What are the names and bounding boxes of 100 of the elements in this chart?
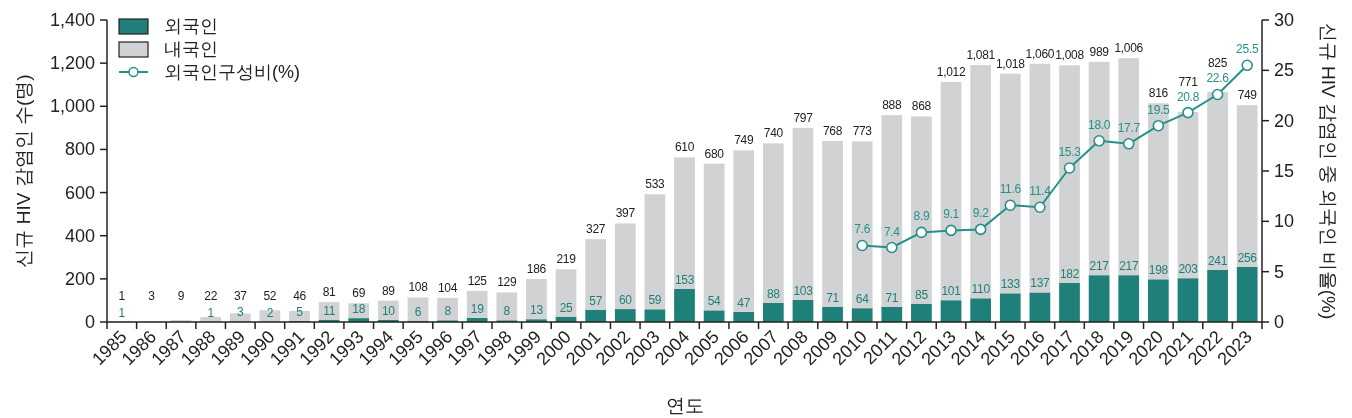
data-label: 816 [1148,86,1169,101]
data-label: 81 [322,285,337,300]
y-tick-label: 600 [64,182,95,203]
y2-tick-label: 30 [1274,10,1295,30]
data-label: 133 [1000,277,1021,292]
data-label: 57 [589,293,603,308]
legend-label: 내국인 [164,39,218,59]
data-label: 110 [971,282,991,297]
data-label: 740 [763,126,784,141]
data-label: 868 [911,99,932,114]
y2-tick-label: 20 [1274,110,1295,131]
y2-tick-label: 0 [1274,312,1285,332]
data-label: 17.7 [1117,120,1141,135]
data-label: 8.9 [913,209,930,224]
data-label: 219 [556,252,577,267]
data-label: 610 [674,140,695,155]
data-label: 71 [885,290,899,305]
y2-axis-title: 신규 HIV 감염인 중 외국인 비율(%) [1318,22,1339,320]
data-label: 5 [296,304,304,319]
data-label: 104 [438,280,458,295]
data-label: 241 [1208,254,1228,269]
data-label: 8 [444,304,452,319]
data-label: 989 [1089,44,1110,59]
data-label: 89 [381,283,396,298]
data-label: 7.6 [854,222,871,237]
data-label: 327 [586,222,606,237]
data-label: 888 [882,98,902,113]
data-label: 1,018 [996,56,1026,71]
data-label: 18.0 [1088,117,1111,132]
data-label: 217 [1089,259,1110,274]
y-tick-label: 800 [64,139,95,160]
data-label: 1 [118,289,126,303]
data-label: 22 [204,289,218,303]
data-label: 19 [470,301,485,316]
data-label: 88 [766,287,781,302]
data-label: 125 [467,273,488,288]
data-label: 20.8 [1176,89,1200,104]
data-label: 25.5 [1236,42,1259,57]
data-label: 3 [237,305,245,320]
y-tick-label: 1,000 [49,96,95,117]
data-label: 11.4 [1029,184,1052,199]
x-axis-title: 연도 [665,395,704,416]
data-label: 1 [118,305,126,320]
legend-label: 외국인 [164,16,218,36]
data-label: 186 [526,262,547,277]
data-label: 64 [855,292,870,307]
data-label: 1,008 [1055,48,1085,63]
data-label: 69 [352,286,366,301]
data-label: 10 [381,303,396,318]
data-label: 6 [414,304,422,319]
data-label: 37 [233,289,248,303]
data-label: 85 [915,287,929,302]
data-label: 153 [674,273,695,287]
data-label: 8 [503,304,511,319]
data-label: 11.6 [999,182,1022,197]
data-label: 137 [1030,276,1051,291]
data-label: 52 [263,289,277,303]
data-label: 9.1 [943,207,960,222]
data-label: 533 [645,177,666,192]
y2-tick-label: 5 [1274,261,1285,282]
data-label: 1 [207,305,215,320]
data-label: 397 [615,206,636,221]
data-label: 11 [323,303,336,318]
data-label: 103 [793,283,814,298]
data-label: 9.2 [972,206,990,221]
y2-tick-label: 10 [1274,211,1295,232]
data-label: 2 [266,305,274,320]
data-label: 217 [1119,259,1139,274]
y-tick-label: 200 [64,268,95,289]
data-label: 771 [1178,74,1199,89]
data-label: 15.3 [1058,144,1082,159]
data-label: 3 [148,289,156,303]
data-label: 7.4 [883,224,901,239]
data-label: 108 [408,280,429,295]
data-label: 203 [1178,262,1199,277]
data-label: 1,081 [966,48,996,63]
data-label: 54 [707,294,722,309]
data-label: 1,012 [936,64,966,79]
data-label: 256 [1237,250,1258,265]
data-label: 680 [704,146,725,161]
data-label: 46 [293,289,307,303]
data-label: 18 [352,302,366,317]
y-tick-label: 0 [84,312,95,332]
data-label: 768 [823,124,843,139]
data-label: 198 [1148,263,1169,278]
y-tick-label: 1,200 [49,53,95,74]
data-label: 797 [793,110,814,125]
data-label: 101 [941,284,962,299]
data-label: 71 [826,290,840,305]
data-label: 47 [737,295,751,310]
legend-label: 외국인구성비(%) [164,62,300,82]
data-label: 13 [530,303,544,318]
data-label: 749 [734,133,754,148]
data-label: 25 [559,300,574,315]
data-label: 59 [648,293,662,308]
data-label: 1,006 [1114,41,1144,56]
data-label: 22.6 [1206,71,1230,86]
y-tick-label: 1,400 [49,10,95,30]
data-label: 749 [1237,88,1258,103]
y2-tick-label: 15 [1274,161,1295,181]
